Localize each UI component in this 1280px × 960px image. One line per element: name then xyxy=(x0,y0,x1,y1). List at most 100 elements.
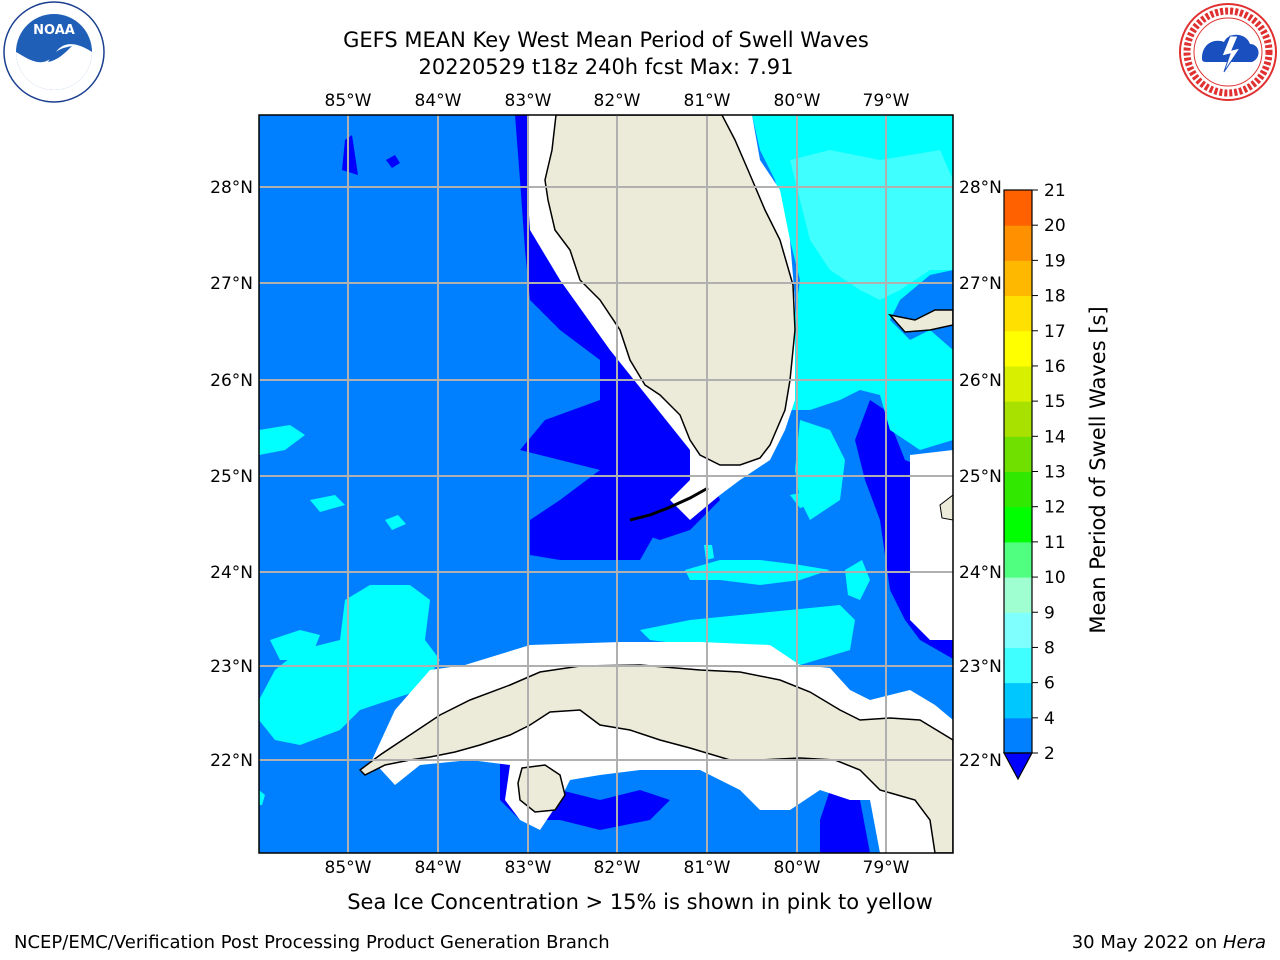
colorbar-segment xyxy=(1004,577,1032,613)
map-subtitle: 20220529 t18z 240h fcst Max: 7.91 xyxy=(418,55,794,79)
period-mid-region xyxy=(790,490,825,508)
lon-label: 85°W xyxy=(325,91,372,111)
lat-label: 22°N xyxy=(959,751,1002,771)
period-mid-region xyxy=(310,495,345,512)
date-text: 30 May 2022 on Hera xyxy=(1072,932,1266,953)
noaa-logo-text: NOAA xyxy=(33,23,75,38)
period-high-region xyxy=(860,205,880,218)
lat-labels-right: 28°N 27°N 26°N 25°N 24°N 23°N 22°N xyxy=(959,178,1002,771)
colorbar-tick-label: 6 xyxy=(1044,674,1055,694)
lon-label: 80°W xyxy=(774,91,821,111)
lon-label: 83°W xyxy=(505,91,552,111)
colorbar-tick-label: 2 xyxy=(1044,744,1055,764)
lon-label: 84°W xyxy=(415,858,462,878)
colorbar-segment xyxy=(1004,436,1032,472)
lat-label: 28°N xyxy=(959,178,1002,198)
colorbar-tick-label: 15 xyxy=(1044,392,1066,412)
colorbar-tick-label: 14 xyxy=(1044,427,1066,447)
caption: Sea Ice Concentration > 15% is shown in … xyxy=(347,890,933,914)
colorbar-segment xyxy=(1004,365,1032,402)
colorbar-segment xyxy=(1004,190,1032,226)
colorbar-tick-label: 21 xyxy=(1044,181,1066,201)
colorbar-tick-label: 18 xyxy=(1044,287,1066,307)
lon-label: 83°W xyxy=(505,858,552,878)
lat-label: 23°N xyxy=(210,657,253,677)
period-mid-region xyxy=(259,425,305,455)
lat-label: 27°N xyxy=(210,274,253,294)
colorbar-tick-label: 9 xyxy=(1044,603,1055,623)
colorbar-tick-label: 12 xyxy=(1044,498,1066,518)
period-mid-region xyxy=(270,630,320,660)
colorbar-tick-label: 13 xyxy=(1044,463,1066,483)
lat-label: 25°N xyxy=(959,467,1002,487)
lon-label: 79°W xyxy=(863,91,910,111)
colorbar: 2 4 6 8 9 10 11 12 13 14 15 16 17 18 19 20 21 xyxy=(1002,181,1066,781)
lat-label: 28°N xyxy=(210,178,253,198)
period-low-region xyxy=(342,135,358,175)
colorbar-tick-label: 10 xyxy=(1044,568,1066,588)
masked-coastal-zone xyxy=(910,450,953,640)
period-low-region xyxy=(820,790,870,853)
colorbar-segment xyxy=(1004,225,1032,261)
nws-logo xyxy=(1179,3,1277,101)
colorbar-tick-label: 8 xyxy=(1044,638,1055,658)
map-frame xyxy=(258,114,954,854)
colorbar-segment xyxy=(1004,682,1032,719)
map-field xyxy=(259,115,953,853)
colorbar-segment xyxy=(1004,647,1032,684)
land-florida xyxy=(544,115,796,466)
lon-label: 80°W xyxy=(774,858,821,878)
lat-label: 25°N xyxy=(210,467,253,487)
lon-label: 81°W xyxy=(684,91,731,111)
lon-labels-bottom: 85°W 84°W 83°W 82°W 81°W 80°W 79°W xyxy=(325,858,910,878)
noaa-logo: NOAA xyxy=(3,1,105,103)
date-host: Hera xyxy=(1222,932,1266,953)
colorbar-segment xyxy=(1004,260,1032,297)
period-mid-region xyxy=(640,605,855,665)
lat-label: 23°N xyxy=(959,657,1002,677)
colorbar-tick-label: 11 xyxy=(1044,533,1066,553)
colorbar-segment xyxy=(1004,295,1032,332)
land-bahamas xyxy=(887,309,953,333)
land-bahamas xyxy=(939,494,953,521)
land-isla-juventud xyxy=(517,764,566,813)
lat-label: 22°N xyxy=(210,751,253,771)
colorbar-tick-label: 20 xyxy=(1044,216,1066,236)
colorbar-segment xyxy=(1004,541,1032,578)
colorbar-tick-label: 16 xyxy=(1044,357,1066,377)
lon-labels-top: 85°W 84°W 83°W 82°W 81°W 80°W 79°W xyxy=(325,91,910,111)
period-mid-region xyxy=(845,560,870,600)
lat-labels-left: 28°N 27°N 26°N 25°N 24°N 23°N 22°N xyxy=(210,178,253,771)
lon-label: 79°W xyxy=(863,858,910,878)
colorbar-tick-label: 17 xyxy=(1044,322,1066,342)
lon-label: 85°W xyxy=(325,858,372,878)
lat-label: 24°N xyxy=(959,563,1002,583)
colorbar-label: Mean Period of Swell Waves [s] xyxy=(1086,306,1110,633)
colorbar-segment xyxy=(1004,330,1032,367)
period-mid-region xyxy=(259,790,265,805)
colorbar-segment xyxy=(1004,717,1032,754)
map-title: GEFS MEAN Key West Mean Period of Swell … xyxy=(343,28,869,52)
lat-label: 27°N xyxy=(959,274,1002,294)
date-prefix: 30 May 2022 on xyxy=(1071,932,1223,953)
lon-label: 84°W xyxy=(415,91,462,111)
colorbar-segment xyxy=(1004,506,1032,543)
lon-label: 81°W xyxy=(684,858,731,878)
colorbar-tick-label: 4 xyxy=(1044,709,1055,729)
colorbar-tick-label: 19 xyxy=(1044,251,1066,271)
lat-label: 24°N xyxy=(210,563,253,583)
lon-label: 82°W xyxy=(594,858,641,878)
land-florida-keys xyxy=(629,486,709,522)
period-low-region xyxy=(386,155,400,168)
lon-label: 82°W xyxy=(594,91,641,111)
colorbar-segment xyxy=(1004,401,1032,437)
colorbar-segment xyxy=(1004,612,1032,648)
credit-text: NCEP/EMC/Verification Post Processing Pr… xyxy=(14,932,610,953)
colorbar-extend-triangle xyxy=(1002,752,1034,781)
colorbar-segment xyxy=(1004,471,1032,508)
lat-label: 26°N xyxy=(210,371,253,391)
gridlines xyxy=(259,115,953,853)
period-mid-region xyxy=(385,515,406,530)
lat-label: 26°N xyxy=(959,371,1002,391)
